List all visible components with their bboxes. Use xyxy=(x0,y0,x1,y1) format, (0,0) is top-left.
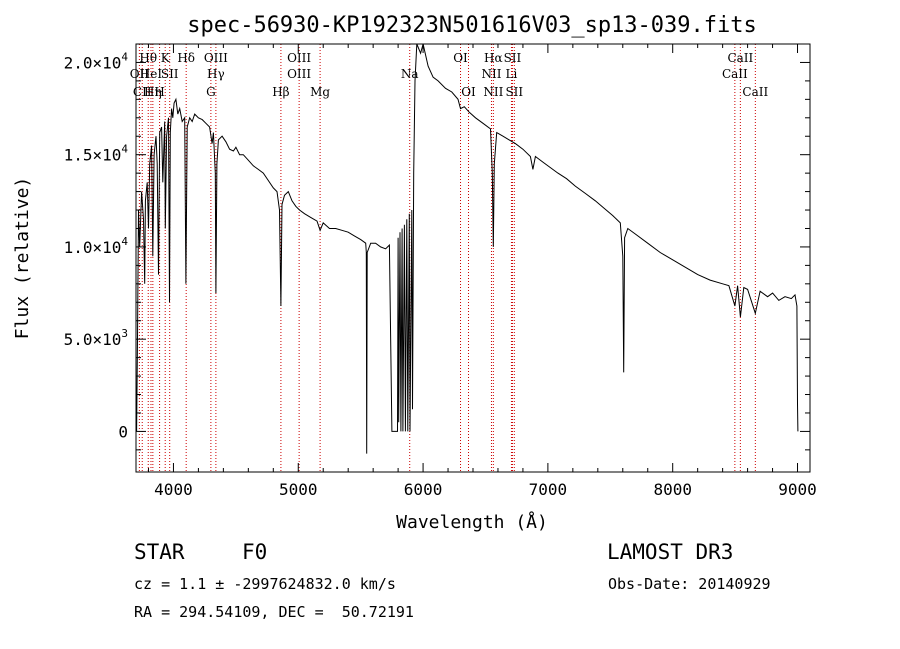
x-tick-label-0: 4000 xyxy=(154,480,193,499)
y-axis-ticks: 0 5.0×103 1.0×104 1.5×104 2.0×104 xyxy=(64,43,810,451)
x-tick-label-4: 8000 xyxy=(653,480,692,499)
line-label-18-0: Hα xyxy=(484,51,503,65)
x-tick-label-1: 5000 xyxy=(279,480,318,499)
line-label-6-0: K xyxy=(161,51,171,65)
line-label-10-1: Hγ xyxy=(207,67,225,81)
line-label-22-0: CaII xyxy=(722,67,748,81)
spectral-line-markers xyxy=(138,44,756,472)
line-label-13-0: Mg xyxy=(310,85,330,99)
survey-name: LAMOST DR3 xyxy=(607,540,734,564)
line-label-7-0: SII xyxy=(161,67,179,81)
line-label-4-0: Hη xyxy=(144,85,162,99)
line-label-15-0: OI xyxy=(453,51,468,65)
x-axis-ticks: 4000 5000 6000 7000 8000 9000 xyxy=(147,44,817,499)
line-label-23-0: CaII xyxy=(727,51,753,65)
line-label-16-0: OI xyxy=(461,85,476,99)
line-label-24-0: CaII xyxy=(742,85,768,99)
line-label-3-0: HeI xyxy=(140,67,163,81)
x-tick-label-5: 9000 xyxy=(778,480,817,499)
x-tick-label-2: 6000 xyxy=(404,480,443,499)
redshift-cz: cz = 1.1 ± -2997624832.0 km/s xyxy=(134,575,396,593)
y-tick-label-1: 5.0×103 xyxy=(64,327,128,349)
object-type: STAR xyxy=(134,540,185,564)
line-label-20-0: SII xyxy=(504,51,522,65)
line-label-18-1: NII xyxy=(483,85,503,99)
x-axis-label: Wavelength (Å) xyxy=(396,511,548,533)
y-tick-label-0: 0 xyxy=(118,422,128,441)
spectral-subclass: F0 xyxy=(242,540,268,564)
line-label-2-0: Hθ xyxy=(139,51,157,65)
spectrum-line xyxy=(135,43,799,454)
ra-dec-coordinates: RA = 294.54109, DEC = 50.72191 xyxy=(134,603,414,621)
plot-frame xyxy=(135,43,811,473)
x-tick-label-3: 7000 xyxy=(529,480,568,499)
line-label-12-0: OIII xyxy=(287,51,311,65)
line-label-0-0: OII xyxy=(130,67,150,81)
line-label-1-0: CII xyxy=(133,85,152,99)
line-label-17-0: NII xyxy=(481,67,501,81)
y-axis-label: Flux (relative) xyxy=(12,177,33,340)
spectral-line-labels: OII CII Hθ HeI HηH K SII Hδ G OIII Hγ Hβ OIII OIII Mg N… xyxy=(130,51,769,99)
line-label-5-0: H xyxy=(154,85,164,99)
line-label-8-0: Hδ xyxy=(177,51,195,65)
line-label-10-0: OIII xyxy=(204,51,228,65)
line-label-21-0: SII xyxy=(505,85,523,99)
y-tick-label-4: 2.0×104 xyxy=(64,50,129,72)
observation-date: Obs-Date: 20140929 xyxy=(608,575,771,593)
line-label-14-0: Na xyxy=(401,67,419,81)
y-tick-label-2: 1.0×104 xyxy=(64,235,129,257)
line-label-12-1: OIII xyxy=(287,67,311,81)
line-label-11-0: Hβ xyxy=(272,85,289,99)
line-label-19-0: Li xyxy=(506,67,518,81)
line-label-9-0: G xyxy=(206,85,216,99)
y-tick-label-3: 1.5×104 xyxy=(64,143,129,165)
chart-title: spec-56930-KP192323N501616V03_sp13-039.f… xyxy=(187,13,757,38)
